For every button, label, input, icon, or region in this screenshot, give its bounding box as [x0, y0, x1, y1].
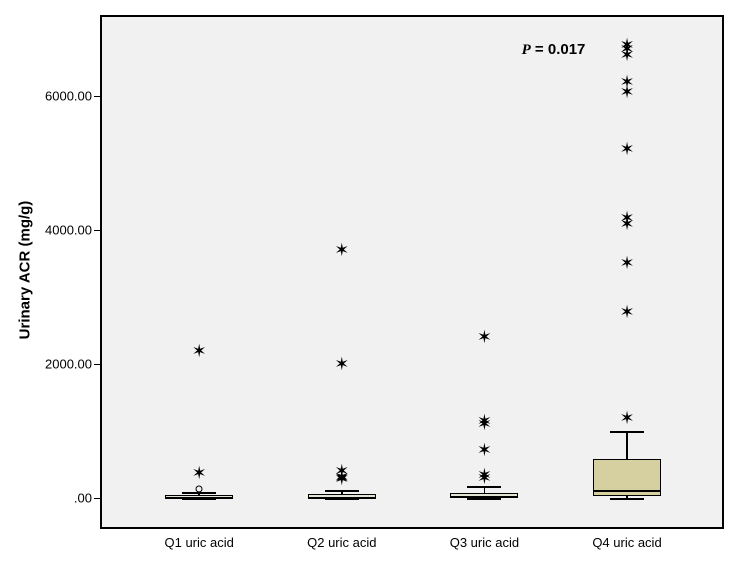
outlier-star: ✶ [477, 412, 492, 430]
whisker-cap [467, 498, 501, 500]
outlier-star: ✶ [334, 462, 349, 480]
outlier-star: ✶ [619, 254, 634, 272]
outlier-star: ✶ [477, 328, 492, 346]
y-tick-label: .00 [74, 491, 92, 506]
x-category-label: Q3 uric acid [450, 535, 519, 550]
whisker-cap [325, 498, 359, 500]
y-axis-label: Urinary ACR (mg/g) [17, 201, 34, 340]
y-tick [94, 498, 100, 499]
outlier-star: ✶ [477, 466, 492, 484]
whisker-cap [610, 498, 644, 500]
x-category-label: Q1 uric acid [165, 535, 234, 550]
whisker [626, 431, 628, 459]
outlier-star: ✶ [619, 73, 634, 91]
x-category-label: Q2 uric acid [307, 535, 376, 550]
outlier-star: ✶ [477, 441, 492, 459]
outlier-circle [196, 486, 203, 493]
outlier-star: ✶ [192, 342, 207, 360]
y-tick [94, 96, 100, 97]
whisker-cap [610, 431, 644, 433]
p-value-annotation: P = 0.017 [522, 41, 586, 59]
p-value-text: = 0.017 [531, 41, 586, 58]
whisker-cap [325, 490, 359, 492]
y-tick-label: 6000.00 [45, 88, 92, 103]
outlier-star: ✶ [334, 241, 349, 259]
y-tick-label: 4000.00 [45, 222, 92, 237]
outlier-star: ✶ [619, 409, 634, 427]
outlier-star: ✶ [192, 464, 207, 482]
y-tick-label: 2000.00 [45, 356, 92, 371]
y-tick [94, 230, 100, 231]
outlier-star: ✶ [619, 36, 634, 54]
outlier-star: ✶ [334, 355, 349, 373]
whisker-cap [182, 498, 216, 500]
y-tick [94, 364, 100, 365]
median-line [593, 490, 661, 492]
outlier-star: ✶ [619, 209, 634, 227]
outlier-star: ✶ [619, 303, 634, 321]
boxplot-chart: Urinary ACR (mg/g) P = 0.017 .00 2000.00 4… [0, 0, 749, 572]
x-category-label: Q4 uric acid [592, 535, 661, 550]
p-letter: P [522, 42, 531, 58]
outlier-star: ✶ [619, 140, 634, 158]
